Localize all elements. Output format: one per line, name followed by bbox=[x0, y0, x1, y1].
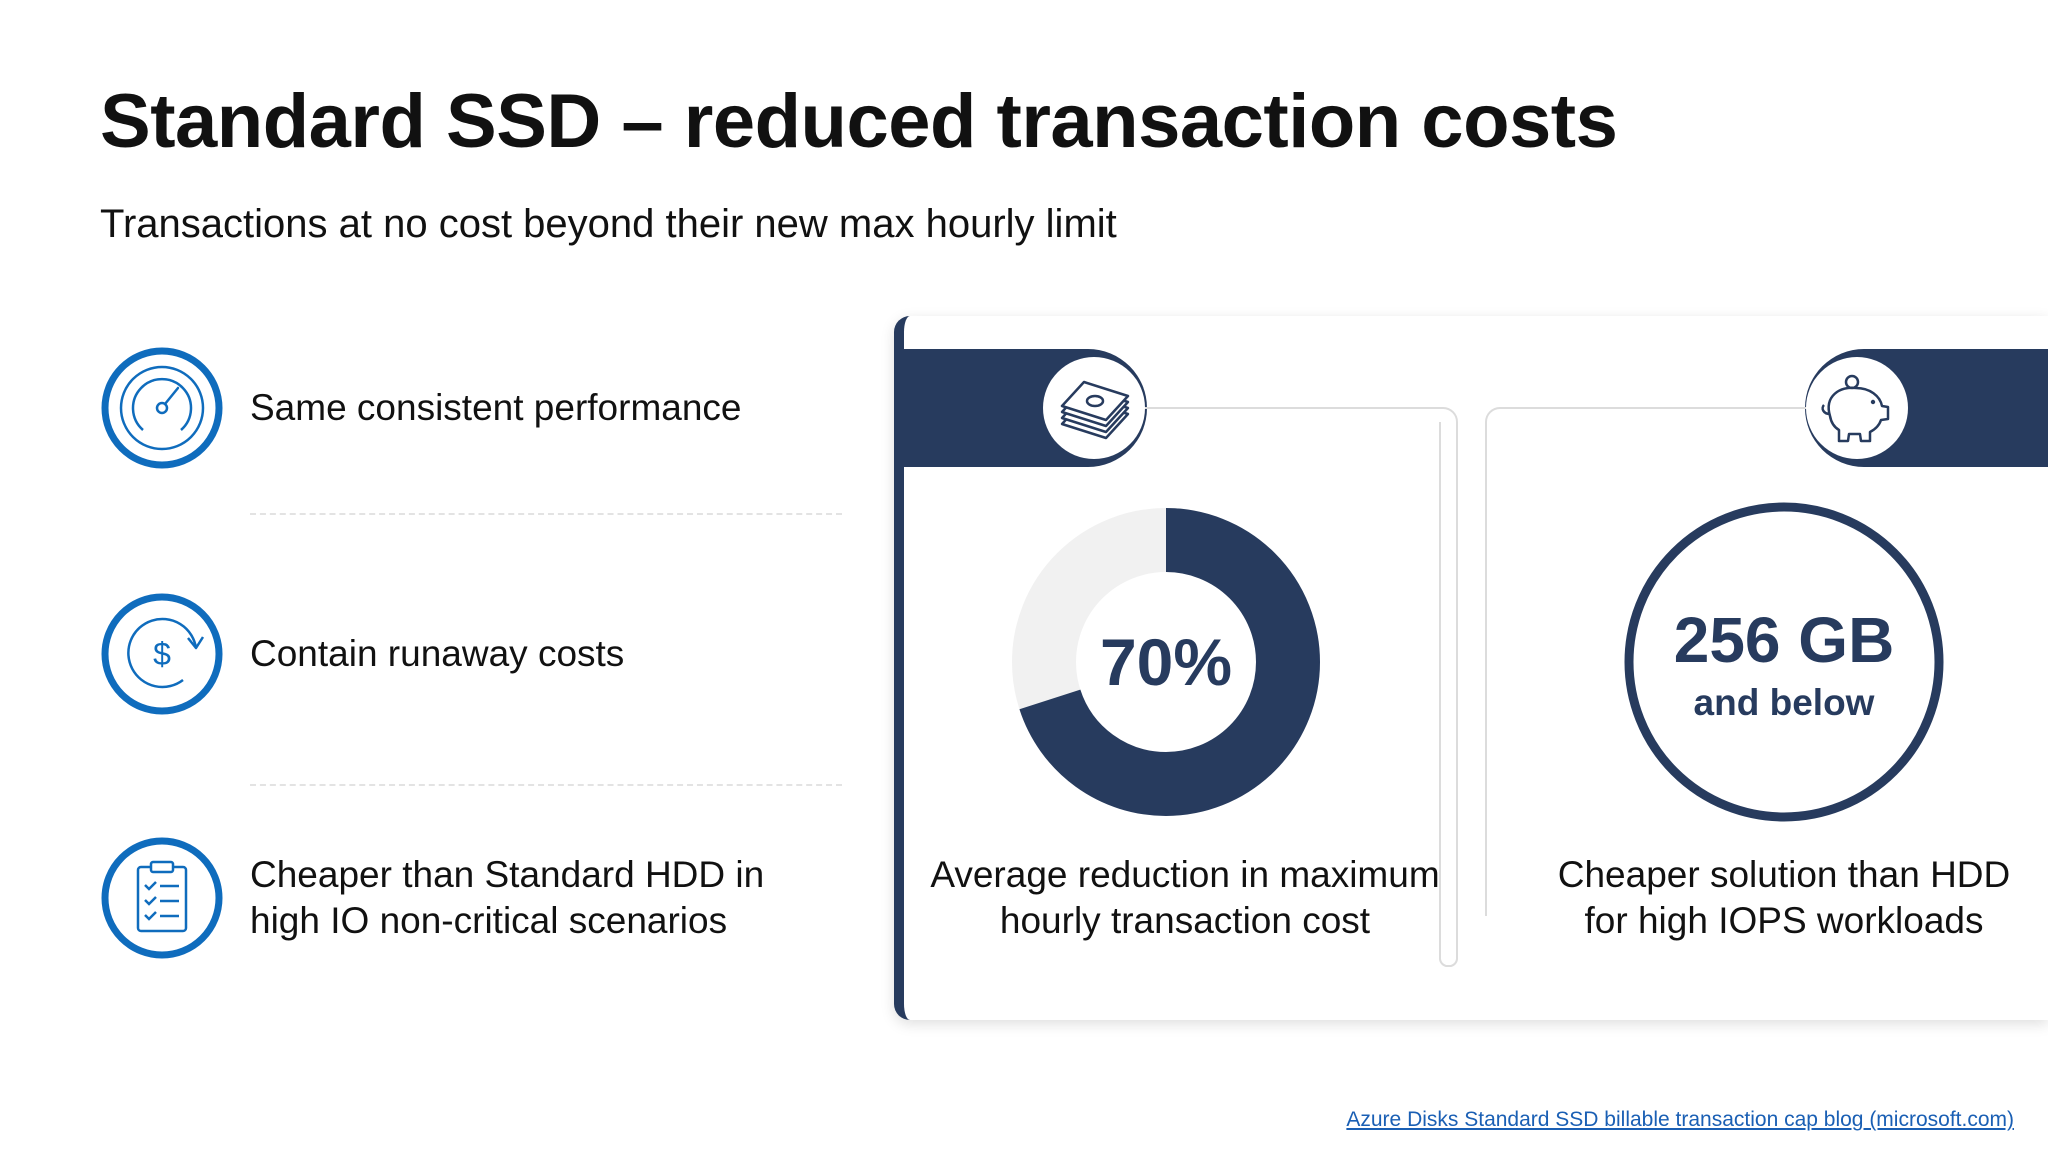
connector-line bbox=[1144, 407, 1458, 967]
stat-label-line: for high IOPS workloads bbox=[1584, 900, 1984, 941]
stat-label: Cheaper solution than HDD for high IOPS … bbox=[1520, 852, 2048, 944]
feature-label-line: Cheaper than Standard HDD in bbox=[250, 854, 765, 895]
feature-label-line: high IO non-critical scenarios bbox=[250, 900, 728, 941]
page-subtitle: Transactions at no cost beyond their new… bbox=[100, 202, 1117, 246]
dollar-cycle-icon: $ bbox=[101, 593, 223, 715]
blog-link[interactable]: Azure Disks Standard SSD billable transa… bbox=[1346, 1108, 2014, 1131]
stat-value-70: 70% bbox=[1099, 625, 1233, 699]
connector-line bbox=[1485, 407, 1807, 916]
stat-label-line: Average reduction in maximum bbox=[930, 854, 1440, 895]
stat-value-256gb: 256 GB bbox=[1673, 604, 1895, 676]
stat-value-sub: and below bbox=[1693, 682, 1875, 723]
feature-label: Contain runaway costs bbox=[250, 633, 625, 674]
money-stack-icon bbox=[1043, 357, 1145, 459]
feature-label: Same consistent performance bbox=[250, 387, 742, 428]
feature-label: Cheaper than Standard HDD in high IO non… bbox=[250, 852, 870, 944]
svg-text:$: $ bbox=[153, 636, 171, 672]
donut-progress bbox=[1012, 508, 1320, 816]
page-title: Standard SSD – reduced transaction costs bbox=[100, 79, 1618, 164]
divider bbox=[250, 784, 842, 786]
feature-cheaper: Cheaper than Standard HDD in high IO non… bbox=[100, 836, 860, 960]
checklist-icon bbox=[101, 837, 223, 959]
stats-panel-graphics bbox=[900, 349, 2048, 967]
stat-label-line: hourly transaction cost bbox=[999, 900, 1371, 941]
stat-label-line: Cheaper solution than HDD bbox=[1557, 854, 2011, 895]
feature-costs: $ Contain runaway costs bbox=[100, 592, 860, 716]
divider bbox=[250, 513, 842, 515]
piggy-bank-icon bbox=[1806, 357, 1908, 459]
stat-label: Average reduction in maximum hourly tran… bbox=[898, 852, 1472, 944]
gauge-icon bbox=[101, 347, 223, 469]
feature-performance: Same consistent performance bbox=[100, 346, 860, 470]
capacity-ring bbox=[1624, 502, 1944, 822]
